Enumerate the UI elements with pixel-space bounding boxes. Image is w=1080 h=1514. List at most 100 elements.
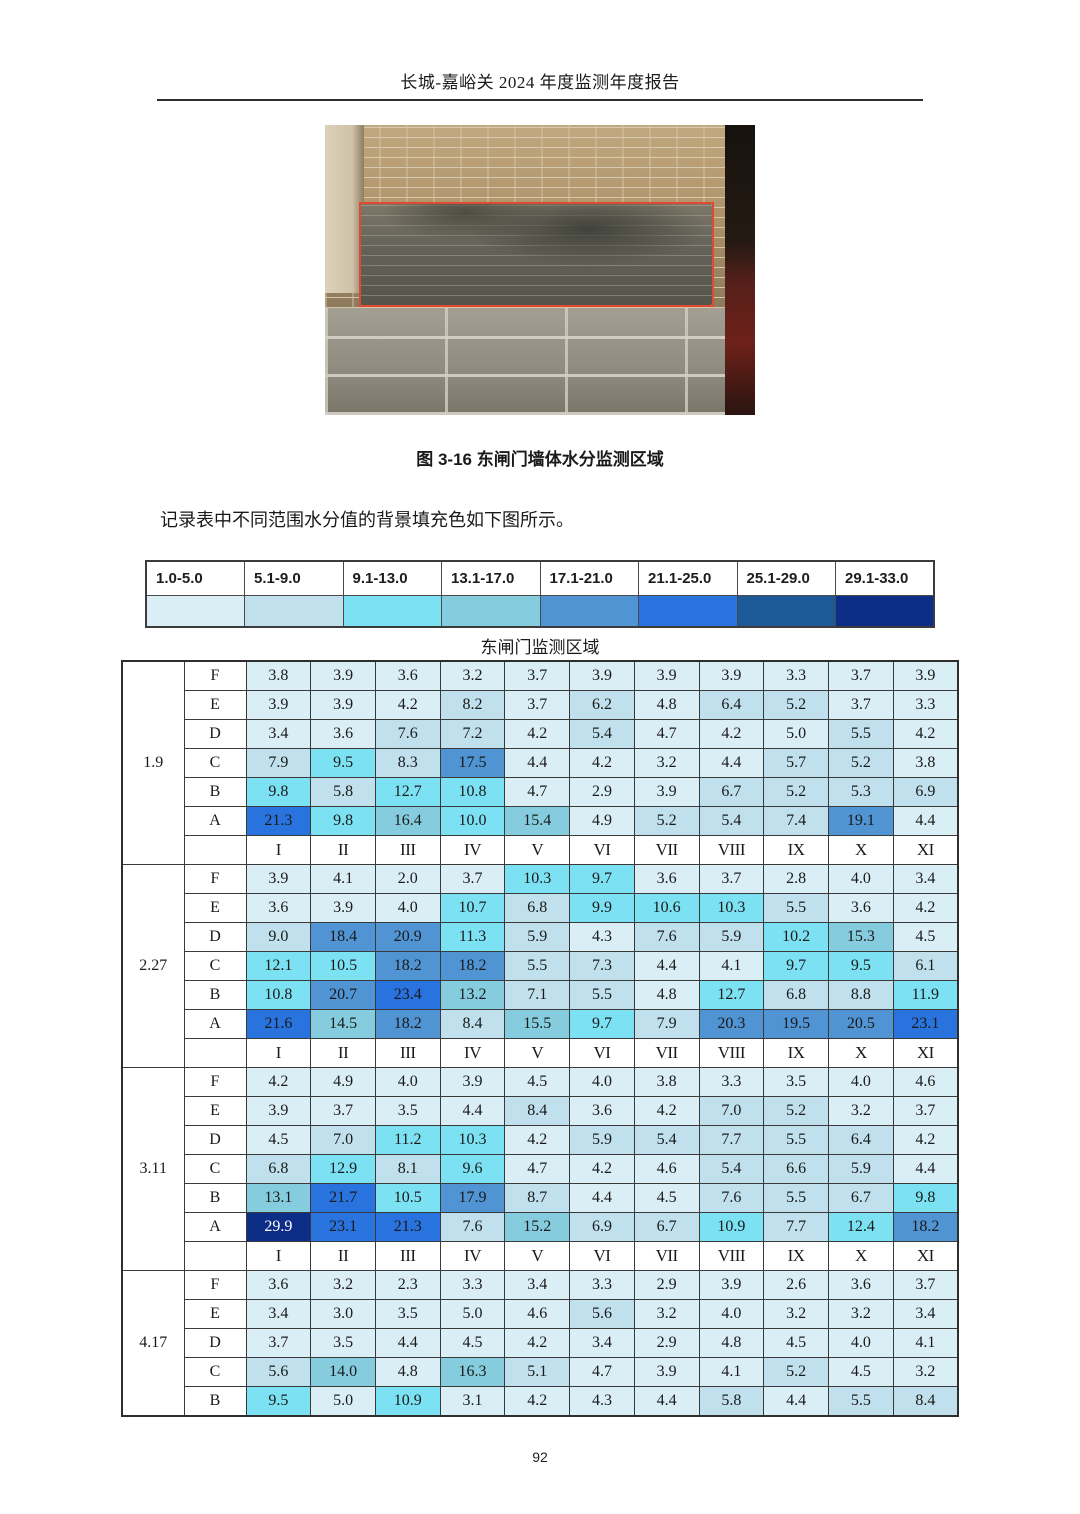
column-label: VII — [633, 835, 700, 865]
legend-range-label: 5.1-9.0 — [244, 560, 344, 596]
table-title: 东闸门监测区域 — [480, 638, 600, 657]
moisture-cell: 5.9 — [569, 1125, 635, 1155]
row-label: B — [183, 980, 247, 1010]
moisture-cell: 8.4 — [892, 1386, 959, 1417]
moisture-cell: 3.9 — [439, 1067, 506, 1097]
moisture-cell: 5.0 — [310, 1386, 376, 1417]
moisture-cell: 4.9 — [569, 806, 635, 836]
moisture-cell: 3.6 — [245, 893, 312, 923]
legend-color-swatch — [539, 595, 639, 628]
moisture-cell: 5.5 — [763, 1183, 829, 1213]
moisture-cell: 9.6 — [439, 1154, 506, 1184]
column-label: IX — [763, 835, 829, 865]
moisture-cell: 3.4 — [245, 1299, 312, 1329]
row-label: C — [183, 748, 247, 778]
page-title: 长城-嘉峪关 2024 年度监测年度报告 — [400, 73, 680, 92]
column-label: I — [245, 835, 312, 865]
moisture-cell: 3.4 — [892, 864, 959, 894]
moisture-cell: 4.5 — [763, 1328, 829, 1358]
moisture-cell: 3.6 — [569, 1096, 635, 1126]
moisture-cell: 5.2 — [763, 1357, 829, 1387]
moisture-cell: 4.3 — [569, 1386, 635, 1417]
moisture-cell: 10.5 — [374, 1183, 441, 1213]
moisture-stain-area — [359, 203, 712, 307]
moisture-cell: 3.9 — [698, 660, 765, 691]
moisture-cell: 12.1 — [245, 951, 312, 981]
moisture-cell: 21.3 — [245, 806, 312, 836]
moisture-cell: 7.7 — [698, 1125, 765, 1155]
column-label: I — [245, 1038, 312, 1068]
moisture-cell: 9.5 — [827, 951, 894, 981]
column-label: X — [827, 835, 894, 865]
moisture-cell: 3.6 — [633, 864, 700, 894]
moisture-cell: 5.4 — [698, 1154, 765, 1184]
moisture-cell: 8.7 — [504, 1183, 571, 1213]
moisture-cell: 18.2 — [892, 1212, 959, 1242]
moisture-cell: 15.3 — [827, 922, 894, 952]
monitoring-region-outline — [359, 201, 714, 308]
moisture-cell: 4.2 — [569, 1154, 635, 1184]
moisture-cell: 4.2 — [504, 719, 571, 749]
moisture-cell: 3.9 — [310, 893, 376, 923]
row-label: D — [183, 1328, 247, 1358]
moisture-cell: 4.7 — [569, 1357, 635, 1387]
moisture-cell: 3.9 — [698, 1270, 765, 1300]
moisture-cell: 4.4 — [892, 806, 959, 836]
column-label: II — [310, 1241, 376, 1271]
moisture-cell: 3.8 — [633, 1067, 700, 1097]
moisture-cell: 3.2 — [633, 1299, 700, 1329]
column-label: XI — [892, 1038, 959, 1068]
moisture-cell: 17.5 — [439, 748, 506, 778]
row-label: A — [183, 1212, 247, 1242]
row-label: C — [183, 951, 247, 981]
legend-range-label: 9.1-13.0 — [342, 560, 442, 596]
moisture-cell: 4.1 — [310, 864, 376, 894]
legend-range-label: 21.1-25.0 — [638, 560, 738, 596]
moisture-cell: 3.9 — [245, 690, 312, 720]
column-label: X — [827, 1038, 894, 1068]
moisture-cell: 7.2 — [439, 719, 506, 749]
moisture-cell: 4.1 — [892, 1328, 959, 1358]
moisture-cell: 9.8 — [245, 777, 312, 807]
moisture-cell: 4.5 — [504, 1067, 571, 1097]
moisture-cell: 3.9 — [633, 777, 700, 807]
legend-range-label: 25.1-29.0 — [736, 560, 836, 596]
moisture-cell: 3.7 — [504, 690, 571, 720]
moisture-cell: 4.4 — [374, 1328, 441, 1358]
moisture-cell: 5.6 — [569, 1299, 635, 1329]
moisture-cell: 3.6 — [827, 893, 894, 923]
moisture-cell: 8.2 — [439, 690, 506, 720]
moisture-cell: 7.6 — [698, 1183, 765, 1213]
moisture-cell: 3.9 — [310, 690, 376, 720]
moisture-cell: 3.2 — [892, 1357, 959, 1387]
column-label: V — [504, 1241, 571, 1271]
moisture-cell: 18.2 — [374, 951, 441, 981]
description-text: 记录表中不同范围水分值的背景填充色如下图所示。 — [160, 510, 574, 530]
column-label: IV — [439, 1241, 506, 1271]
column-label: VIII — [698, 835, 765, 865]
moisture-cell: 10.7 — [439, 893, 506, 923]
moisture-cell: 3.6 — [374, 660, 441, 691]
moisture-cell: 20.9 — [374, 922, 441, 952]
figure-caption: 图 3-16 东闸门墙体水分监测区域 — [416, 450, 664, 469]
moisture-cell: 5.5 — [569, 980, 635, 1010]
moisture-cell: 3.9 — [633, 660, 700, 691]
moisture-cell: 2.3 — [374, 1270, 441, 1300]
moisture-cell: 5.8 — [698, 1386, 765, 1417]
moisture-cell: 2.9 — [633, 1270, 700, 1300]
moisture-cell: 23.1 — [310, 1212, 376, 1242]
moisture-cell: 18.2 — [439, 951, 506, 981]
moisture-cell: 2.9 — [569, 777, 635, 807]
column-label: III — [374, 1241, 441, 1271]
moisture-cell: 5.0 — [763, 719, 829, 749]
moisture-cell: 10.6 — [633, 893, 700, 923]
column-label: VI — [569, 1038, 635, 1068]
moisture-cell: 20.3 — [698, 1009, 765, 1039]
legend-range-label: 1.0-5.0 — [145, 560, 245, 596]
moisture-cell: 10.5 — [310, 951, 376, 981]
moisture-cell: 10.0 — [439, 806, 506, 836]
moisture-cell: 17.9 — [439, 1183, 506, 1213]
moisture-cell: 4.2 — [892, 893, 959, 923]
moisture-cell: 16.3 — [439, 1357, 506, 1387]
moisture-cell: 5.9 — [504, 922, 571, 952]
